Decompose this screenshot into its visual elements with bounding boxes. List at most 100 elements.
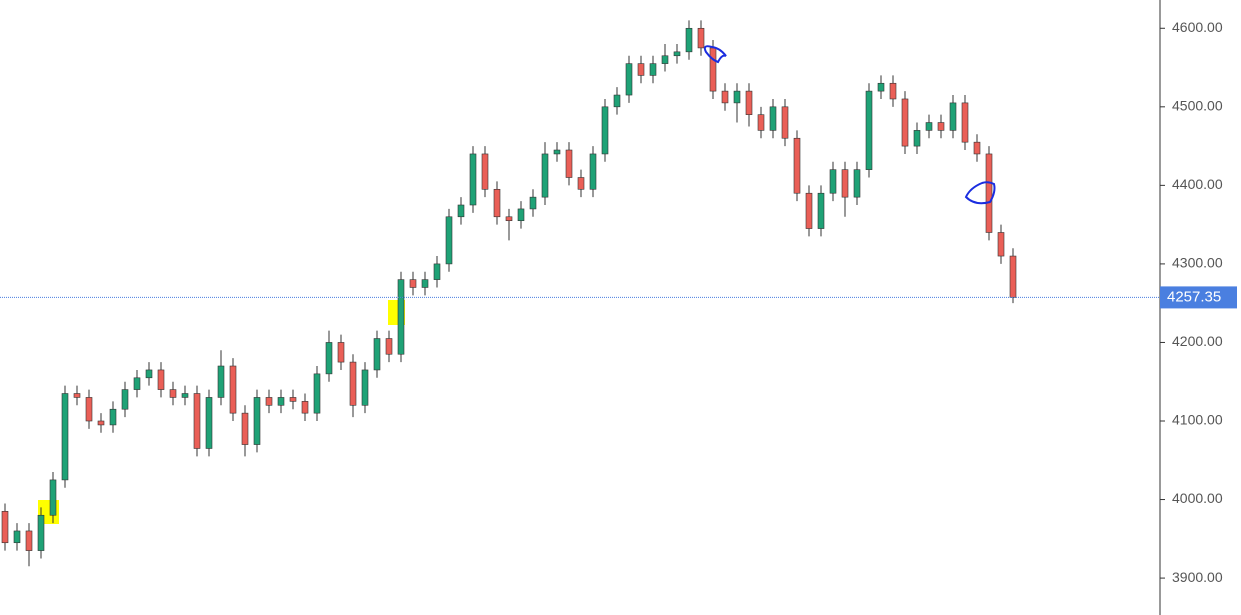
candle-body — [589, 153, 597, 190]
candle-body — [949, 102, 957, 131]
candle-body — [925, 122, 933, 131]
candle-body — [241, 412, 249, 445]
candle-body — [793, 137, 801, 194]
candle-body — [337, 342, 345, 363]
candle-body — [205, 397, 213, 449]
candle-body — [73, 393, 81, 398]
y-tick-label: 4300.00 — [1172, 255, 1223, 271]
candle-body — [553, 149, 561, 155]
candle-body — [985, 153, 993, 233]
candle-body — [253, 397, 261, 445]
candle-body — [397, 279, 405, 355]
candle-body — [361, 369, 369, 406]
candles — [1, 20, 1017, 567]
candle-body — [577, 177, 585, 190]
candle-body — [325, 342, 333, 375]
y-tick-label: 4600.00 — [1172, 19, 1223, 35]
last-price-box — [1160, 286, 1237, 309]
last-price-label: 4257.35 — [1167, 288, 1221, 305]
candle-body — [409, 279, 417, 288]
candle-body — [529, 196, 537, 210]
candle-body — [193, 393, 201, 449]
candle-body — [469, 153, 477, 206]
candle-body — [445, 216, 453, 265]
candle-body — [853, 169, 861, 198]
candle-body — [841, 169, 849, 198]
candle-body — [1009, 255, 1017, 298]
candle-body — [877, 82, 885, 92]
candle-body — [133, 377, 141, 390]
candle-body — [289, 397, 297, 402]
candle-body — [169, 389, 177, 398]
candle-body — [961, 102, 969, 143]
candle-body — [157, 369, 165, 390]
candle-body — [865, 90, 873, 170]
candle-body — [121, 389, 129, 410]
candle-body — [649, 63, 657, 76]
candle-body — [889, 82, 897, 100]
candle-body — [421, 279, 429, 288]
candle-body — [493, 188, 501, 218]
candle-body — [85, 397, 93, 422]
y-tick-label: 4200.00 — [1172, 333, 1223, 349]
candle-body — [97, 420, 105, 426]
y-tick-label: 4400.00 — [1172, 176, 1223, 192]
candle-body — [301, 401, 309, 414]
candle-body — [697, 27, 705, 49]
candle-body — [1, 511, 9, 544]
candle-body — [937, 122, 945, 131]
candle-body — [805, 192, 813, 229]
annotation-scribble — [703, 45, 727, 64]
y-tick-label: 4100.00 — [1172, 412, 1223, 428]
candle-body — [721, 90, 729, 104]
candle-body — [49, 479, 57, 516]
candle-body — [265, 397, 273, 406]
candle-body — [61, 393, 69, 481]
candle-body — [613, 94, 621, 108]
annotation-scribble — [964, 181, 996, 205]
candle-body — [901, 98, 909, 147]
candle-body — [349, 361, 357, 406]
candle-body — [709, 47, 717, 92]
candle-body — [217, 365, 225, 398]
candle-body — [181, 393, 189, 398]
candle-body — [661, 55, 669, 64]
y-tick-label: 4500.00 — [1172, 98, 1223, 114]
candle-body — [373, 338, 381, 371]
candle-body — [817, 192, 825, 229]
candle-body — [637, 63, 645, 76]
candle-body — [457, 204, 465, 218]
candle-body — [13, 530, 21, 544]
candle-body — [997, 232, 1005, 257]
candle-body — [37, 514, 45, 551]
candle-body — [781, 106, 789, 139]
candle-body — [229, 365, 237, 414]
candle-body — [481, 153, 489, 190]
y-tick-label: 4000.00 — [1172, 490, 1223, 506]
candle-body — [973, 141, 981, 155]
candle-body — [541, 153, 549, 198]
candle-body — [25, 530, 33, 551]
candle-body — [505, 216, 513, 222]
candle-body — [313, 373, 321, 414]
candle-body — [601, 106, 609, 155]
candle-body — [685, 27, 693, 53]
candle-body — [145, 369, 153, 379]
candle-body — [829, 169, 837, 194]
candle-body — [109, 408, 117, 426]
candle-body — [745, 90, 753, 115]
candle-body — [913, 130, 921, 147]
y-tick-label: 3900.00 — [1172, 569, 1223, 585]
candle-body — [277, 397, 285, 406]
candle-body — [385, 338, 393, 355]
candle-body — [673, 51, 681, 57]
candle-body — [733, 90, 741, 104]
candle-body — [769, 106, 777, 131]
candle-body — [517, 208, 525, 222]
candle-body — [565, 149, 573, 178]
candle-body — [625, 63, 633, 96]
candle-body — [433, 263, 441, 280]
candle-body — [757, 114, 765, 131]
